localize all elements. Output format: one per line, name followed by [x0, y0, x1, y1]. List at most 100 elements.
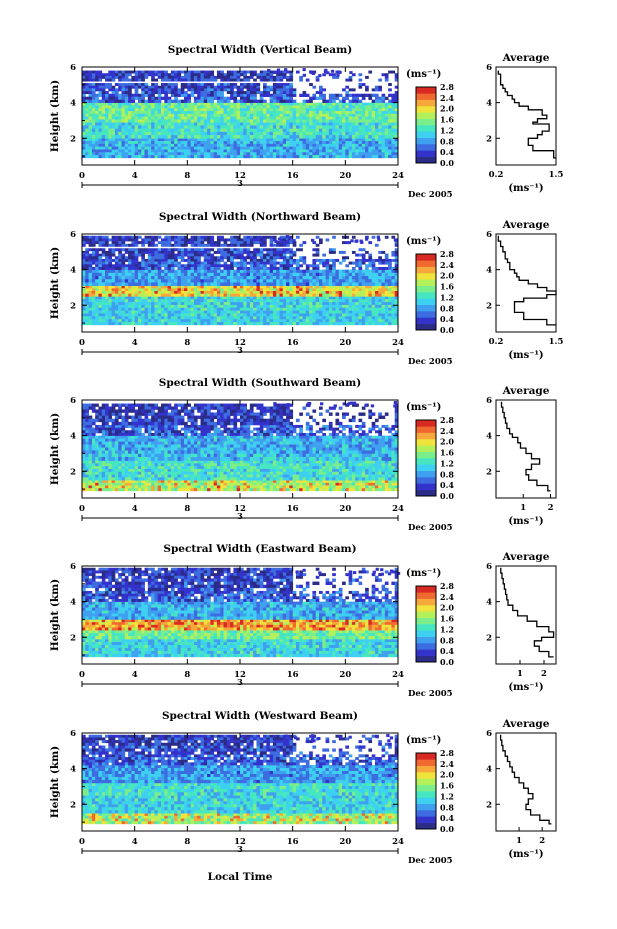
heatmap-cell [351, 293, 356, 297]
heatmap-cell [249, 152, 254, 156]
heatmap-cell [98, 299, 103, 303]
heatmap-cell [322, 149, 326, 153]
heatmap-cell [305, 78, 310, 82]
heatmap-cell [177, 91, 182, 95]
heatmap-cell [305, 122, 310, 126]
heatmap-cell [328, 111, 333, 115]
heatmap-cell [108, 131, 113, 136]
heatmap-cell [167, 276, 172, 280]
heatmap-cell [151, 102, 155, 106]
heatmap-cell [147, 302, 152, 306]
heatmap-cell [256, 299, 261, 303]
heatmap-cell [141, 261, 145, 265]
heatmap-cell [220, 282, 224, 286]
heatmap-cell [170, 73, 175, 77]
heatmap-cell [187, 93, 192, 97]
heatmap-cell [361, 152, 366, 156]
heatmap-cell [167, 279, 172, 283]
heatmap-cell [200, 91, 205, 95]
heatmap-cell [128, 88, 132, 92]
heatmap-cell [193, 291, 198, 294]
heatmap-cell [105, 293, 109, 297]
heatmap-cell [351, 288, 356, 292]
heatmap-cell [259, 269, 264, 274]
heatmap-cell [128, 113, 132, 117]
heatmap-cell [381, 250, 386, 254]
heatmap-cell [180, 138, 185, 142]
heatmap-cell [128, 105, 132, 109]
heatmap-cell [249, 125, 254, 129]
heatmap-cell [101, 250, 106, 254]
heatmap-cell [210, 91, 215, 95]
heatmap-cell [246, 304, 251, 309]
heatmap-cell [282, 122, 287, 126]
heatmap-cell [190, 310, 195, 314]
heatmap-cell [151, 250, 155, 254]
heatmap-cell [144, 141, 149, 145]
heatmap-cell [368, 304, 373, 309]
heatmap-cell [200, 302, 205, 306]
heatmap-cell [203, 116, 208, 120]
heatmap-cell [98, 149, 103, 153]
heatmap-cell [391, 96, 396, 100]
y-tick-label: 4 [70, 99, 76, 109]
heatmap-cell [276, 91, 280, 95]
heatmap-cell [259, 282, 264, 286]
heatmap-cell [279, 288, 284, 292]
heatmap-cell [134, 149, 139, 153]
heatmap-cell [134, 291, 139, 294]
heatmap-cell [259, 99, 264, 103]
heatmap-cell [187, 291, 192, 294]
heatmap-cell [193, 279, 198, 283]
heatmap-cell [388, 258, 392, 262]
heatmap-cell [164, 146, 168, 150]
heatmap-cell [190, 73, 195, 77]
heatmap-cell [154, 316, 159, 320]
heatmap-cell [220, 310, 224, 314]
heatmap-cell [203, 111, 208, 115]
heatmap-cell [88, 88, 93, 92]
heatmap-cell [355, 304, 359, 309]
heatmap-cell [141, 78, 145, 82]
heatmap-cell [98, 310, 103, 314]
heatmap-cell [256, 296, 261, 300]
heatmap-cell [358, 319, 363, 323]
heatmap-cell [315, 288, 320, 292]
heatmap-cell [272, 272, 277, 277]
heatmap-cell [174, 269, 178, 274]
heatmap-cell [190, 125, 195, 129]
heatmap-cell [184, 70, 188, 74]
heatmap-cell [147, 96, 152, 100]
heatmap-cell [332, 116, 336, 120]
heatmap-cell [388, 113, 392, 117]
heatmap-cell [131, 291, 136, 294]
heatmap-cell [332, 128, 336, 133]
heatmap-cell [134, 116, 139, 120]
heatmap-cell [253, 269, 257, 274]
heatmap-cell [365, 122, 369, 126]
heatmap-cell [246, 131, 251, 136]
heatmap-cell [203, 135, 208, 139]
heatmap-cell [144, 119, 149, 123]
heatmap-cell [137, 75, 142, 79]
heatmap-cell [371, 128, 376, 133]
heatmap-cell [391, 279, 396, 283]
heatmap-cell [137, 111, 142, 115]
heatmap-cell [131, 143, 136, 147]
heatmap-cell [236, 135, 241, 139]
heatmap-cell [184, 319, 188, 323]
heatmap-cell [312, 296, 317, 300]
heatmap-cell [335, 116, 340, 120]
heatmap-cell [98, 307, 103, 311]
heatmap-cell [164, 288, 168, 292]
heatmap-cell [95, 304, 99, 309]
heatmap-cell [210, 119, 215, 123]
heatmap-cell [164, 279, 168, 283]
heatmap-cell [114, 299, 119, 303]
heatmap-cell [253, 293, 257, 297]
heatmap-cell [164, 310, 168, 314]
heatmap-cell [249, 285, 254, 289]
heatmap-cell [226, 141, 231, 145]
heatmap-cell [302, 122, 307, 126]
heatmap-cell [345, 135, 350, 139]
